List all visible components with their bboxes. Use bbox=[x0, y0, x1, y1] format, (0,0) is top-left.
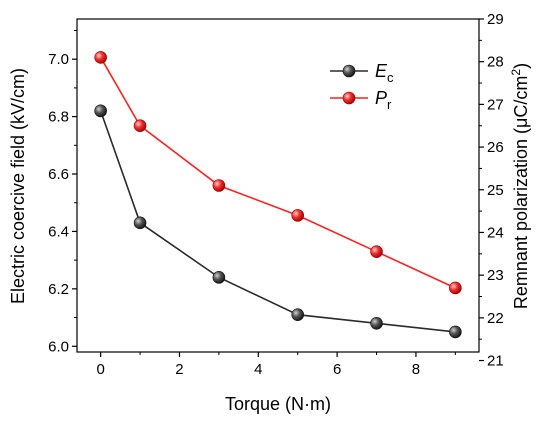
data-point-Pr bbox=[212, 179, 226, 192]
y-right-tick-label: 23 bbox=[487, 267, 504, 284]
data-point-Pr bbox=[94, 51, 107, 64]
x-axis-title: Torque (N·m) bbox=[225, 394, 331, 414]
x-tick-label: 8 bbox=[412, 361, 420, 378]
y-left-tick-label: 7.0 bbox=[48, 51, 69, 68]
y-axis-right-title-sup: 2 bbox=[509, 69, 523, 76]
legend-label-subscript: c bbox=[387, 70, 394, 85]
y-left-tick-label: 6.8 bbox=[48, 109, 69, 126]
legend-marker bbox=[342, 64, 356, 78]
data-point-Pr bbox=[449, 281, 462, 295]
x-tick-label: 2 bbox=[175, 361, 183, 378]
y-left-tick-label: 6.4 bbox=[48, 223, 69, 240]
y-right-tick-label: 24 bbox=[487, 224, 504, 241]
y-right-tick-label: 25 bbox=[487, 182, 504, 199]
data-point-Ec bbox=[133, 216, 147, 230]
data-point-Ec bbox=[212, 271, 226, 284]
data-point-Pr bbox=[291, 209, 305, 222]
data-point-Ec bbox=[291, 308, 305, 321]
y-axis-right: 21 22 23 24 25 26 27 28 29 bbox=[479, 11, 504, 370]
legend-label: Pr bbox=[375, 88, 392, 112]
y-right-tick-label: 26 bbox=[487, 139, 504, 156]
legend-label-main: P bbox=[375, 88, 387, 108]
series-line-Ec bbox=[99, 110, 456, 333]
y-axis-left-title: Electric coercive field (kV/cm) bbox=[8, 68, 28, 304]
data-point-Pr bbox=[370, 245, 383, 258]
series-layer bbox=[94, 51, 462, 339]
x-tick-label: 4 bbox=[254, 361, 262, 378]
series-line-Pr bbox=[99, 57, 456, 289]
y-axis-left: 6.0 6.2 6.4 6.6 6.8 7.0 bbox=[48, 29, 77, 355]
y-right-tick-label: 29 bbox=[487, 11, 504, 28]
legend-label-main: E bbox=[375, 61, 388, 81]
y-left-tick-label: 6.2 bbox=[48, 281, 69, 298]
y-left-tick-label: 6.0 bbox=[48, 338, 69, 355]
y-left-tick-label: 6.6 bbox=[48, 166, 69, 183]
data-point-Ec bbox=[94, 104, 107, 118]
x-axis: 0 2 4 6 8 bbox=[96, 352, 456, 378]
y-right-tick-label: 28 bbox=[487, 54, 504, 71]
x-tick-label: 0 bbox=[96, 361, 104, 378]
y-axis-right-title: Remnant polarization (μC/cm2) bbox=[509, 63, 531, 309]
x-tick-label: 6 bbox=[333, 361, 341, 378]
data-point-Pr bbox=[133, 119, 147, 133]
plot-frame bbox=[76, 18, 480, 353]
data-point-Ec bbox=[370, 316, 383, 330]
y-axis-right-title-tail: ) bbox=[511, 63, 531, 69]
legend-label: Ec bbox=[375, 61, 394, 85]
y-right-tick-label: 27 bbox=[487, 96, 504, 113]
y-right-tick-label: 21 bbox=[487, 353, 504, 370]
legend-label-subscript: r bbox=[387, 97, 392, 112]
y-right-tick-label: 22 bbox=[487, 310, 504, 327]
y-axis-right-title-main: Remnant polarization (μC/cm bbox=[511, 76, 531, 309]
data-point-Ec bbox=[449, 325, 462, 339]
legend-marker bbox=[342, 91, 356, 105]
